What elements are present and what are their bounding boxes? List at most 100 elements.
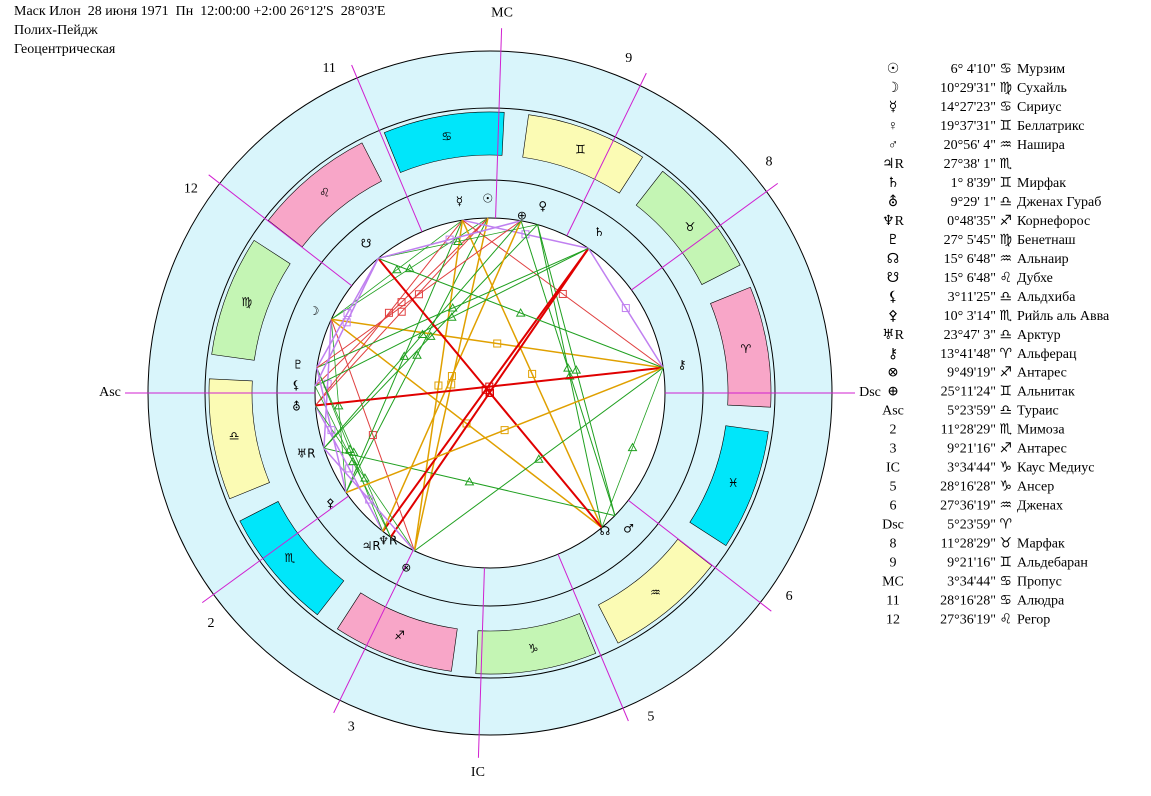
row-symbol: ♀	[888, 119, 899, 134]
aspect-marker	[399, 351, 410, 360]
house-number: 8	[766, 155, 773, 170]
row-position: 19°37'31" ♊	[940, 119, 1012, 134]
sign-glyph: ♑	[528, 641, 539, 655]
house-cusp	[631, 182, 779, 291]
aspect-line	[537, 224, 603, 528]
aspect-line	[315, 366, 664, 407]
aspect-marker	[360, 473, 370, 482]
planet-glyph: ☽	[309, 304, 320, 318]
aspect-marker	[327, 426, 336, 435]
sign-glyph: ♏	[285, 551, 296, 565]
house-cusp	[351, 64, 423, 232]
aspect-line	[537, 224, 616, 516]
aspect-line	[378, 257, 664, 369]
row-position: 27° 5'45" ♍	[944, 233, 1012, 248]
row-symbol: IC	[886, 461, 900, 476]
aspect-line	[316, 258, 379, 369]
row-position: 25°11'24" ♊	[941, 385, 1012, 400]
aspect-marker	[558, 289, 567, 298]
aspect-line	[315, 217, 489, 406]
row-symbol: ♆R	[882, 214, 905, 229]
aspect-marker	[404, 263, 415, 273]
sign-segment	[710, 286, 772, 408]
aspect-marker	[446, 312, 457, 321]
header-title: Маск Илон 28 июня 1971 Пн 12:00:00 +2:00…	[14, 4, 385, 19]
row-symbol: Asc	[882, 404, 904, 419]
row-position: 3°11'25" ♎	[948, 290, 1012, 305]
row-position: 27°36'19" ♌	[940, 612, 1012, 627]
row-star: Ансер	[1017, 480, 1054, 495]
sign-glyph: ♐	[394, 629, 405, 643]
aspect-marker	[533, 454, 544, 463]
row-symbol: 9	[890, 555, 897, 570]
planet-glyph: ♀	[538, 199, 547, 213]
row-symbol: ♄	[887, 176, 900, 191]
row-symbol: MC	[882, 574, 904, 589]
planet-glyph: ⚴	[326, 496, 335, 510]
aspect-line	[520, 220, 616, 516]
row-star: Альферац	[1017, 347, 1077, 362]
row-star: Беллатрикс	[1017, 119, 1085, 134]
row-symbol: ⊗	[887, 366, 899, 381]
row-position: 27°38' 1" ♏	[944, 157, 1013, 172]
aspect-marker	[447, 372, 456, 381]
row-position: 28°16'28" ♑	[940, 480, 1012, 495]
planet-glyph: ⚸	[292, 378, 301, 392]
row-position: 1° 8'39" ♊	[951, 176, 1012, 191]
row-symbol: ⚴	[888, 309, 898, 324]
aspect-line	[462, 219, 664, 369]
aspect-marker	[414, 290, 423, 299]
row-position: 28°16'28" ♋	[940, 593, 1012, 608]
aspect-line	[331, 318, 664, 369]
planet-glyph: ♃R	[362, 539, 381, 553]
aspect-line	[601, 367, 664, 528]
sign-glyph: ♍	[241, 295, 252, 309]
row-position: 23°47' 3" ♎	[944, 328, 1012, 343]
row-position: 0°48'35" ♐	[947, 214, 1012, 229]
aspect-marker	[563, 363, 573, 372]
row-star: Арктур	[1017, 328, 1061, 343]
row-position: 9°21'16" ♐	[947, 442, 1012, 457]
row-star: Альнитак	[1017, 385, 1075, 400]
house-number: 6	[786, 589, 793, 604]
header-line: Геоцентрическая	[14, 42, 116, 57]
aspect-marker	[425, 331, 436, 340]
row-star: Регор	[1017, 612, 1050, 627]
sign-glyph: ♓	[728, 476, 739, 490]
house-cusp	[627, 499, 772, 612]
planet-glyph: ⊕	[517, 208, 527, 222]
row-star: Нашира	[1017, 138, 1066, 153]
planet-glyph: ♅R	[296, 447, 315, 461]
row-symbol: ⊕	[887, 385, 899, 400]
row-star: Дженах Гураб	[1017, 195, 1101, 210]
planet-glyph: ⚷	[678, 358, 687, 372]
row-symbol: ☉	[887, 62, 900, 77]
sign-glyph: ♊	[575, 142, 586, 156]
row-star: Сириус	[1017, 100, 1062, 115]
aspect-line	[413, 220, 464, 551]
row-position: 14°27'23" ♋	[940, 100, 1012, 115]
sign-segment	[336, 592, 458, 672]
row-symbol: ⚷	[888, 347, 898, 362]
aspect-line	[378, 224, 538, 259]
planet-glyph: ☊	[600, 524, 611, 538]
aspect-line	[323, 220, 522, 449]
row-symbol: ☿	[889, 100, 898, 115]
row-symbol: ♇	[887, 233, 900, 248]
row-star: Сухайль	[1017, 81, 1067, 96]
planet-glyph: ☉	[482, 192, 493, 206]
sign-segment	[239, 501, 345, 616]
aspect-marker	[453, 236, 463, 245]
row-star: Рийль аль Авва	[1017, 309, 1110, 324]
aspect-marker	[515, 308, 526, 317]
row-star: Антарес	[1017, 442, 1067, 457]
aspect-marker	[344, 444, 355, 454]
aspect-marker	[627, 442, 638, 452]
aspect-marker	[434, 381, 443, 390]
house-number: 3	[348, 720, 355, 735]
planet-glyph: ⛢	[292, 399, 301, 413]
house-number: 11	[322, 61, 335, 76]
aspect-marker	[412, 350, 422, 359]
house-cusp	[566, 72, 647, 236]
